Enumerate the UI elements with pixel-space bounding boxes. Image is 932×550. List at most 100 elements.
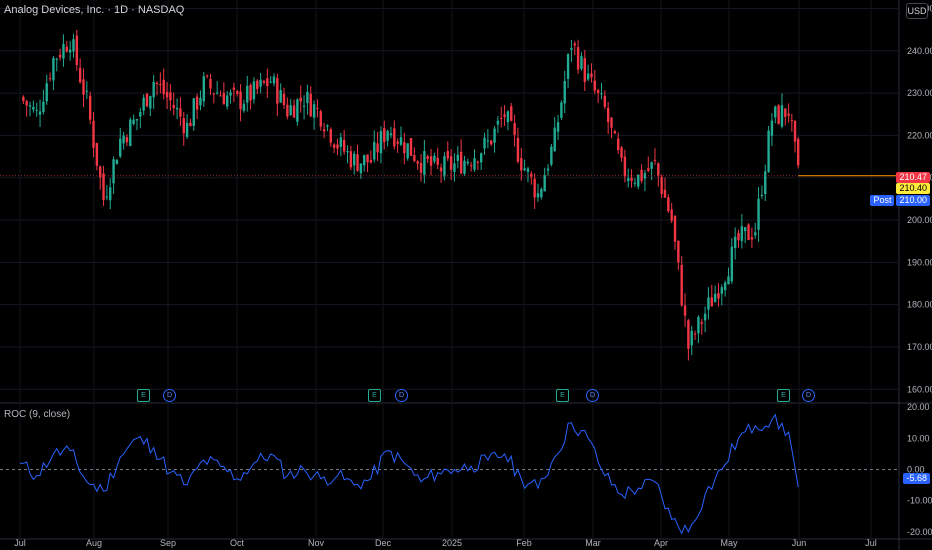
candle-body bbox=[680, 264, 683, 306]
candle-body bbox=[92, 120, 95, 148]
roc-line bbox=[19, 413, 799, 535]
candle-body bbox=[272, 76, 276, 84]
candle-body bbox=[189, 122, 192, 127]
roc-tick-label: 20.00 bbox=[907, 402, 930, 412]
time-tick-label: Apr bbox=[654, 538, 668, 548]
time-tick-label: 2025 bbox=[442, 538, 462, 548]
candle-body bbox=[520, 158, 523, 171]
currency-button[interactable]: USD bbox=[906, 3, 928, 19]
candle-body bbox=[62, 43, 65, 59]
candle-body bbox=[396, 141, 399, 144]
dividend-icon[interactable]: D bbox=[802, 389, 815, 402]
roc-value-tag: -5.68 bbox=[903, 473, 930, 484]
candle-body bbox=[195, 96, 199, 110]
candle-body bbox=[316, 107, 319, 109]
candle-body bbox=[129, 119, 132, 147]
candle-body bbox=[466, 161, 470, 164]
dividend-icon[interactable]: D bbox=[163, 389, 176, 402]
candle-body bbox=[423, 151, 426, 175]
candle-body bbox=[306, 91, 309, 104]
candle-body bbox=[703, 313, 707, 321]
candle-body bbox=[640, 169, 643, 181]
candle-body bbox=[246, 85, 249, 103]
candle-body bbox=[580, 55, 583, 69]
candle-body bbox=[226, 95, 229, 107]
candle-body bbox=[757, 198, 760, 230]
candle-body bbox=[516, 137, 520, 162]
earnings-icon[interactable]: E bbox=[777, 389, 790, 402]
candle-body bbox=[433, 155, 436, 162]
candle-body bbox=[25, 100, 28, 106]
candle-body bbox=[239, 91, 242, 110]
candle-body bbox=[369, 160, 373, 163]
candle-body bbox=[613, 131, 617, 134]
candle-body bbox=[560, 102, 563, 118]
candle-body bbox=[459, 151, 463, 174]
candle-body bbox=[650, 162, 653, 169]
candle-body bbox=[115, 159, 119, 165]
candle-body bbox=[99, 166, 102, 178]
candle-body bbox=[647, 168, 650, 171]
time-tick-label: Aug bbox=[86, 538, 102, 548]
candle-body bbox=[550, 146, 553, 165]
candle-body bbox=[446, 151, 449, 159]
candle-body bbox=[109, 187, 112, 201]
candle-body bbox=[332, 144, 336, 148]
candle-body bbox=[342, 139, 346, 152]
candle-body bbox=[540, 188, 543, 198]
candle-body bbox=[603, 95, 607, 107]
candle-body bbox=[663, 189, 667, 198]
candle-body bbox=[205, 75, 209, 77]
candle-body bbox=[359, 163, 363, 174]
candle-body bbox=[523, 168, 526, 171]
candle-body bbox=[683, 305, 687, 316]
candle-body bbox=[623, 156, 627, 177]
time-tick-label: Nov bbox=[308, 538, 325, 548]
candle-body bbox=[456, 154, 459, 161]
candle-body bbox=[339, 137, 343, 147]
last-price-tag: 210.40 bbox=[896, 183, 930, 194]
earnings-icon[interactable]: E bbox=[556, 389, 569, 402]
candle-body bbox=[68, 49, 72, 53]
candle-body bbox=[145, 93, 149, 107]
candle-body bbox=[439, 167, 443, 172]
candle-body bbox=[326, 125, 329, 127]
candle-body bbox=[219, 95, 222, 97]
candle-body bbox=[78, 67, 82, 83]
candle-body bbox=[209, 78, 212, 89]
candle-body bbox=[416, 161, 419, 164]
price-tag: 210.47 bbox=[896, 172, 930, 183]
candle-body bbox=[553, 127, 556, 152]
candle-body bbox=[52, 58, 55, 81]
price-candles bbox=[22, 29, 800, 361]
candle-body bbox=[533, 178, 536, 198]
earnings-icon[interactable]: E bbox=[137, 389, 150, 402]
candle-body bbox=[292, 105, 296, 118]
candle-body bbox=[707, 297, 710, 310]
roc-title[interactable]: ROC (9, close) bbox=[4, 409, 71, 420]
candle-body bbox=[750, 237, 754, 240]
candle-body bbox=[590, 73, 593, 78]
candle-body bbox=[610, 117, 613, 128]
candle-body bbox=[165, 92, 169, 98]
candle-body bbox=[266, 78, 269, 87]
candle-body bbox=[710, 297, 713, 307]
candle-body bbox=[192, 98, 195, 126]
candle-body bbox=[383, 128, 386, 143]
candle-body bbox=[22, 96, 25, 101]
candle-body bbox=[212, 93, 216, 95]
time-tick-label: Mar bbox=[585, 538, 601, 548]
candle-body bbox=[429, 156, 433, 166]
candle-body bbox=[780, 105, 784, 127]
candle-body bbox=[496, 120, 500, 125]
dividend-icon[interactable]: D bbox=[586, 389, 599, 402]
candle-body bbox=[75, 35, 79, 66]
candle-body bbox=[630, 177, 633, 181]
candle-body bbox=[175, 107, 179, 110]
candle-body bbox=[172, 104, 175, 109]
candle-body bbox=[252, 81, 256, 100]
dividend-icon[interactable]: D bbox=[395, 389, 408, 402]
earnings-icon[interactable]: E bbox=[368, 389, 381, 402]
candle-body bbox=[563, 80, 566, 104]
